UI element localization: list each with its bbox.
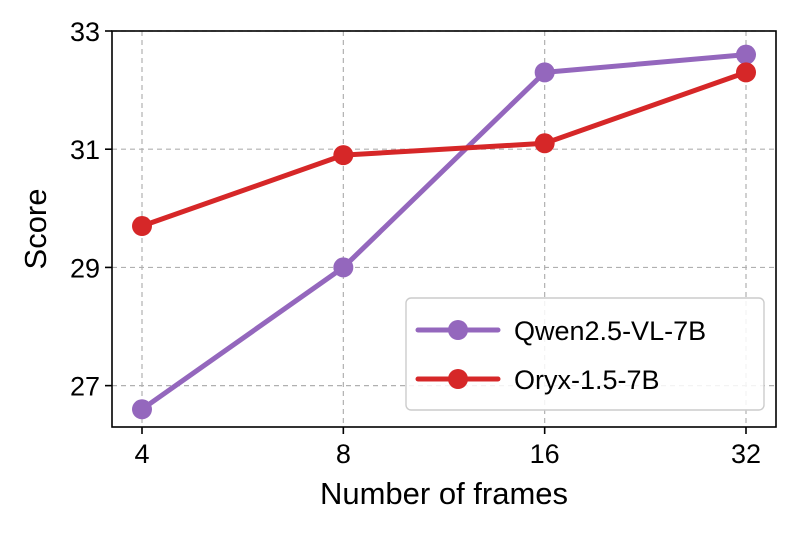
y-tick-label: 29	[70, 253, 100, 283]
y-axis-title: Score	[18, 189, 53, 270]
legend-item: Oryx-1.5-7B	[415, 365, 660, 395]
series-2	[132, 62, 756, 237]
data-point	[534, 62, 555, 83]
series-1	[132, 44, 756, 420]
legend-item: Qwen2.5-VL-7B	[415, 316, 706, 346]
legend-label: Qwen2.5-VL-7B	[514, 316, 706, 346]
x-tick-label: 16	[530, 439, 560, 469]
x-tick-label: 4	[134, 439, 149, 469]
x-axis-title: Number of frames	[320, 476, 568, 511]
y-tick-label: 27	[70, 372, 100, 402]
series-line	[139, 52, 749, 412]
y-tick-label: 33	[70, 17, 100, 47]
data-point	[333, 257, 354, 278]
legend-marker	[448, 320, 468, 340]
data-point	[132, 399, 152, 420]
data-series	[132, 44, 756, 420]
y-tick-label: 31	[70, 135, 100, 165]
data-point	[534, 133, 555, 154]
legend: Qwen2.5-VL-7B Oryx-1.5-7B	[405, 297, 765, 411]
x-tick-label: 8	[336, 439, 351, 469]
legend-label: Oryx-1.5-7B	[514, 365, 660, 395]
data-point	[333, 145, 354, 166]
x-tick-label: 32	[731, 439, 761, 469]
series-line	[139, 69, 749, 229]
data-point	[736, 62, 756, 83]
plot-frame	[111, 30, 777, 428]
legend-box	[405, 297, 765, 411]
legend-marker	[448, 369, 468, 389]
axis-ticks: 4 8 16 32 27 29 31 33	[70, 17, 761, 469]
data-point	[736, 44, 756, 65]
data-point	[132, 216, 152, 237]
